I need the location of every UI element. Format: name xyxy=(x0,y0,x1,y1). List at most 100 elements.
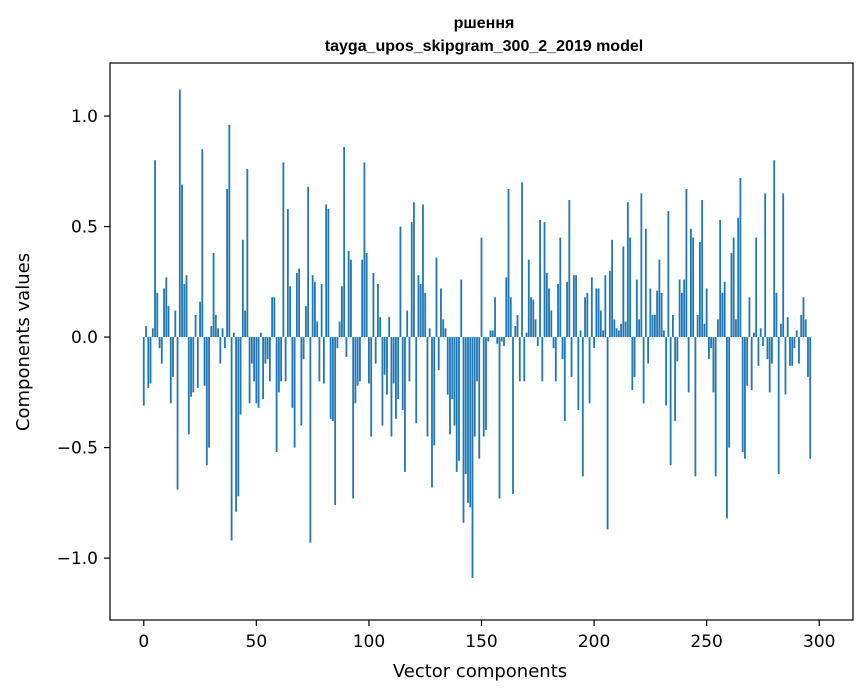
bar-124 xyxy=(422,204,424,338)
bar-292 xyxy=(800,314,803,338)
bar-243 xyxy=(689,228,692,338)
bar-244 xyxy=(692,237,695,338)
bar-234 xyxy=(669,337,672,466)
bar-140 xyxy=(458,337,460,461)
bar-101 xyxy=(370,337,373,437)
bar-145 xyxy=(469,337,472,508)
bar-251 xyxy=(708,337,710,360)
bar-128 xyxy=(431,337,433,488)
bar-130 xyxy=(435,257,438,338)
bar-209 xyxy=(613,319,616,338)
bar-9 xyxy=(163,288,165,338)
bar-238 xyxy=(678,279,681,338)
bar-284 xyxy=(782,193,785,338)
bar-43 xyxy=(239,337,242,415)
x-tick-label: 100 xyxy=(353,632,385,652)
bar-249 xyxy=(703,323,706,338)
bar-100 xyxy=(368,337,370,384)
bar-219 xyxy=(635,279,638,338)
bar-81 xyxy=(325,204,328,338)
bar-119 xyxy=(410,222,413,338)
bar-8 xyxy=(160,337,163,364)
bar-34 xyxy=(219,337,222,364)
bar-246 xyxy=(696,314,699,338)
bar-263 xyxy=(735,319,737,338)
bar-97 xyxy=(361,259,364,338)
bar-199 xyxy=(590,277,593,338)
bar-146 xyxy=(471,337,474,578)
bar-122 xyxy=(417,275,420,338)
bar-266 xyxy=(741,337,744,453)
bar-103 xyxy=(374,337,377,364)
bar-17 xyxy=(181,184,183,338)
bar-134 xyxy=(444,328,447,338)
bar-240 xyxy=(683,279,686,338)
bar-236 xyxy=(674,337,677,422)
bar-177 xyxy=(541,337,544,382)
bar-33 xyxy=(217,328,219,338)
bar-50 xyxy=(255,337,258,404)
bar-164 xyxy=(512,337,514,495)
bar-250 xyxy=(705,288,708,338)
bar-15 xyxy=(176,337,179,490)
bar-116 xyxy=(404,337,406,472)
bar-72 xyxy=(304,306,307,338)
bar-226 xyxy=(651,314,654,338)
bar-94 xyxy=(354,337,357,404)
bar-10 xyxy=(165,277,168,338)
y-axis-label: Components values xyxy=(13,253,34,431)
bar-37 xyxy=(226,188,228,338)
bar-113 xyxy=(397,337,400,399)
bar-187 xyxy=(563,337,566,422)
bar-90 xyxy=(345,337,348,357)
bar-279 xyxy=(771,337,773,364)
bar-168 xyxy=(521,182,523,338)
bar-143 xyxy=(464,337,467,475)
bar-12 xyxy=(169,337,172,404)
y-tick-label: 0.0 xyxy=(71,328,98,348)
bar-245 xyxy=(694,337,697,477)
bar-66 xyxy=(291,337,294,408)
bar-85 xyxy=(334,337,337,506)
bar-84 xyxy=(332,337,334,422)
bar-1 xyxy=(145,326,147,338)
bar-291 xyxy=(798,337,800,364)
bar-218 xyxy=(633,337,636,377)
bar-114 xyxy=(399,226,402,338)
bar-253 xyxy=(712,337,715,393)
bar-269 xyxy=(748,297,751,338)
bar-98 xyxy=(363,162,366,338)
bar-153 xyxy=(487,337,490,342)
bar-257 xyxy=(721,292,724,338)
bar-293 xyxy=(802,297,805,338)
y-tick-label: −1.0 xyxy=(57,549,98,569)
bar-247 xyxy=(699,242,701,338)
bar-256 xyxy=(719,219,722,338)
y-tick-label: −0.5 xyxy=(57,439,98,459)
bar-102 xyxy=(372,272,375,338)
bar-207 xyxy=(608,270,611,338)
bar-89 xyxy=(343,146,346,338)
bar-135 xyxy=(446,337,449,395)
bar-261 xyxy=(730,253,733,338)
bar-165 xyxy=(514,326,517,338)
bar-224 xyxy=(647,337,650,364)
bar-125 xyxy=(424,292,427,338)
bar-53 xyxy=(262,337,264,399)
bar-195 xyxy=(581,337,584,477)
bar-4 xyxy=(151,328,154,338)
bar-276 xyxy=(764,193,767,338)
bar-67 xyxy=(293,337,296,448)
bar-23 xyxy=(194,314,197,338)
bar-136 xyxy=(449,337,451,435)
bar-27 xyxy=(203,337,206,386)
bar-258 xyxy=(723,281,726,338)
bar-63 xyxy=(284,337,287,382)
bar-64 xyxy=(286,208,289,338)
bar-59 xyxy=(275,337,278,453)
bar-155 xyxy=(491,330,494,338)
bar-132 xyxy=(440,288,442,338)
bar-106 xyxy=(381,337,384,426)
bar-204 xyxy=(602,330,604,338)
bar-91 xyxy=(347,250,350,338)
